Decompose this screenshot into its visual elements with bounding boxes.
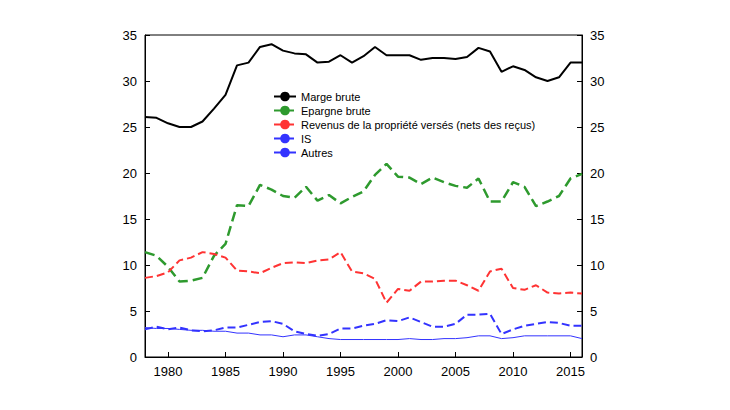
svg-text:30: 30 — [123, 74, 137, 89]
svg-text:1985: 1985 — [211, 364, 240, 379]
svg-text:20: 20 — [590, 166, 604, 181]
svg-text:Epargne brute: Epargne brute — [301, 105, 371, 117]
svg-text:2015: 2015 — [556, 364, 585, 379]
svg-text:10: 10 — [123, 258, 137, 273]
svg-text:Autres: Autres — [301, 147, 333, 159]
svg-text:1995: 1995 — [326, 364, 355, 379]
svg-text:5: 5 — [590, 304, 597, 319]
svg-text:Revenus de la propriété versés: Revenus de la propriété versés (nets des… — [301, 119, 535, 131]
svg-text:Marge brute: Marge brute — [301, 91, 360, 103]
svg-text:2000: 2000 — [384, 364, 413, 379]
svg-text:20: 20 — [123, 166, 137, 181]
svg-text:25: 25 — [590, 120, 604, 135]
svg-text:15: 15 — [590, 212, 604, 227]
svg-text:IS: IS — [301, 133, 311, 145]
svg-text:2010: 2010 — [499, 364, 528, 379]
svg-text:0: 0 — [590, 350, 597, 365]
svg-text:10: 10 — [590, 258, 604, 273]
svg-text:2005: 2005 — [441, 364, 470, 379]
svg-text:35: 35 — [590, 28, 604, 43]
svg-text:25: 25 — [123, 120, 137, 135]
svg-text:1990: 1990 — [269, 364, 298, 379]
svg-text:15: 15 — [123, 212, 137, 227]
svg-text:5: 5 — [130, 304, 137, 319]
svg-text:35: 35 — [123, 28, 137, 43]
svg-text:30: 30 — [590, 74, 604, 89]
svg-text:1980: 1980 — [154, 364, 183, 379]
svg-text:0: 0 — [130, 350, 137, 365]
